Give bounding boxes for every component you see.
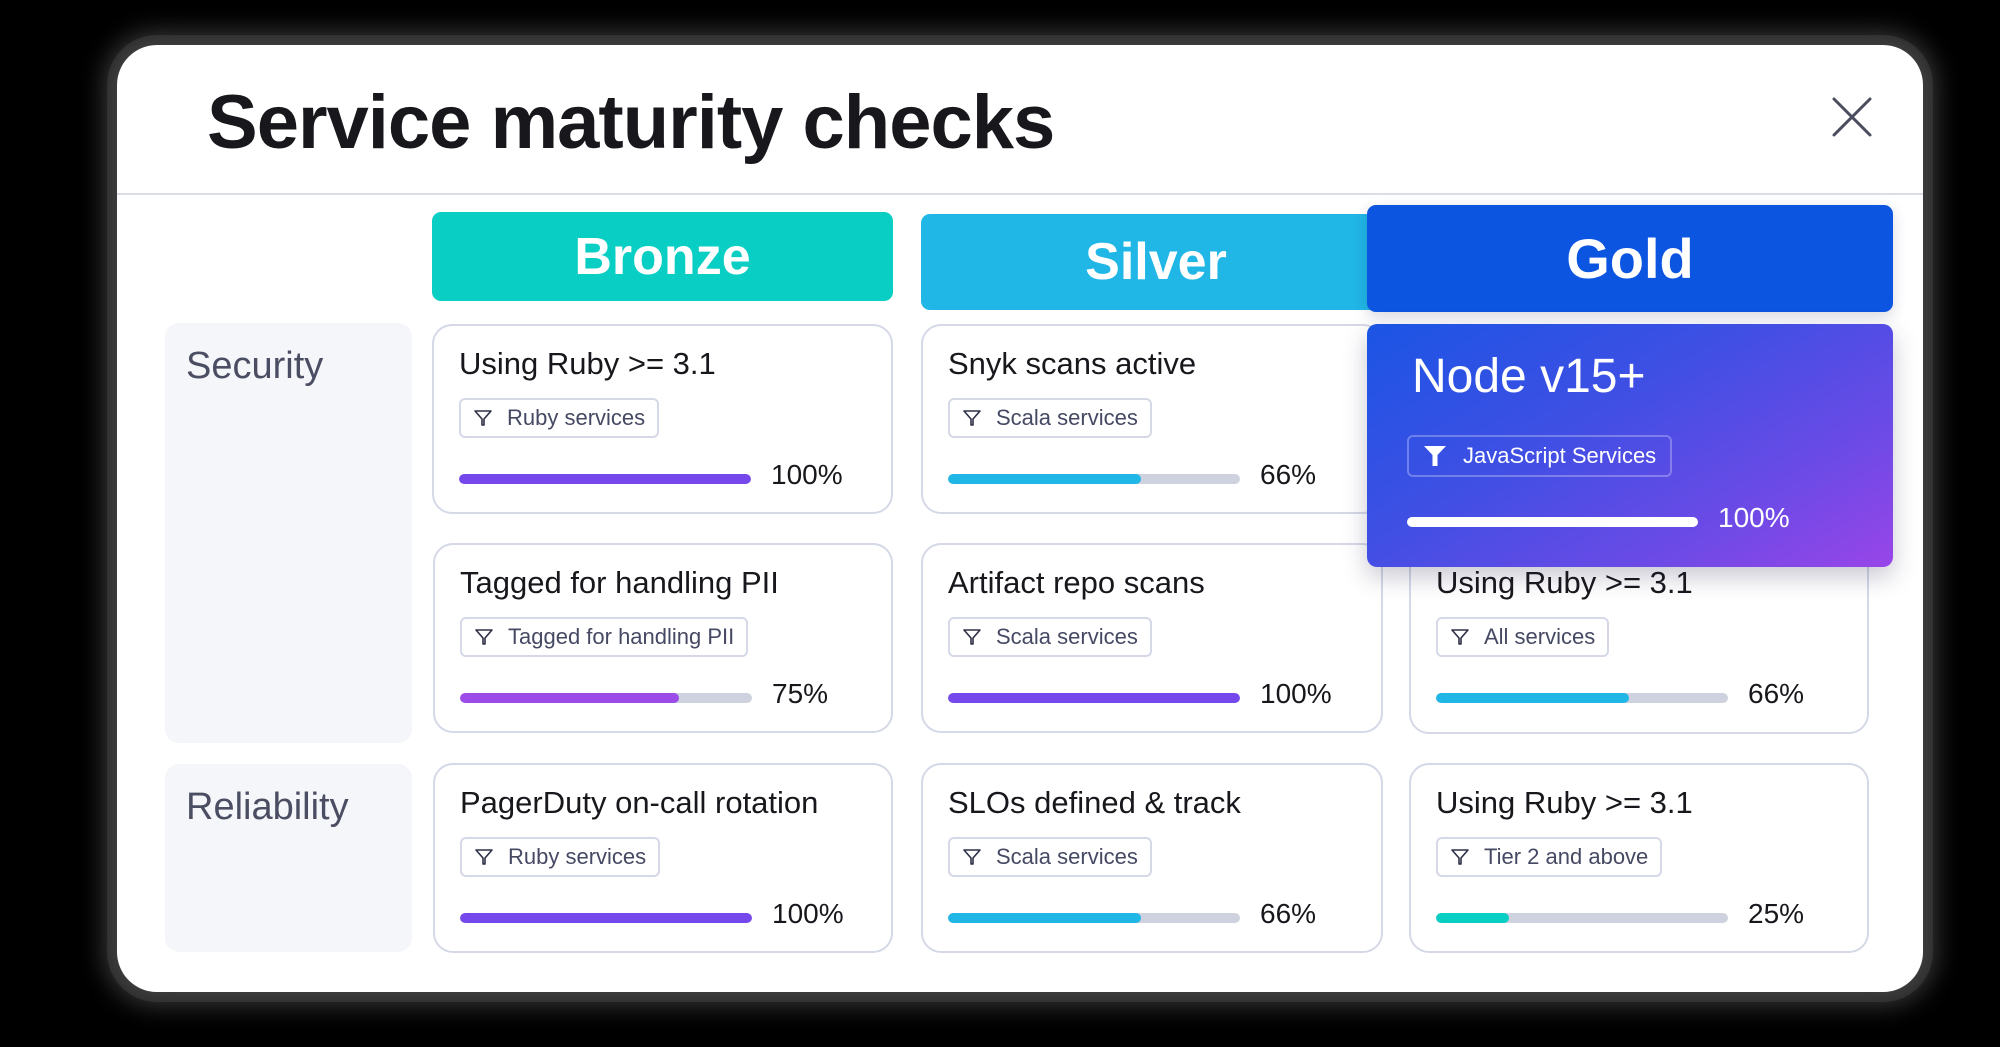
progress-percent: 100%: [772, 898, 844, 929]
filter-funnel-icon: [474, 410, 492, 426]
check-card[interactable]: Using Ruby >= 3.1 Tier 2 and above 25%: [1409, 763, 1869, 953]
filter-label: Scala services: [996, 405, 1138, 430]
filter-chip[interactable]: Tier 2 and above: [1436, 837, 1663, 877]
filter-funnel-icon: [1451, 849, 1469, 865]
tier-label: Silver: [1085, 233, 1227, 291]
filter-chip[interactable]: Ruby services: [460, 837, 661, 877]
check-title: Using Ruby >= 3.1: [1436, 785, 1693, 820]
page-title: Service maturity checks: [207, 80, 1055, 165]
filter-label: Tier 2 and above: [1484, 844, 1649, 869]
check-card[interactable]: Using Ruby >= 3.1 All services 66%: [1409, 543, 1869, 734]
filter-funnel-icon: [1424, 446, 1446, 466]
close-button[interactable]: [1830, 95, 1874, 139]
check-title: PagerDuty on-call rotation: [460, 785, 819, 820]
progress-percent: 75%: [772, 678, 829, 709]
progress-bar: [948, 693, 1240, 703]
tier-label: Bronze: [574, 227, 751, 286]
check-card[interactable]: Artifact repo scans Scala services 100%: [921, 543, 1383, 733]
close-icon: [1832, 97, 1872, 137]
check-card[interactable]: PagerDuty on-call rotation Ruby services…: [433, 763, 893, 953]
check-card[interactable]: Snyk scans active Scala services 66%: [921, 324, 1383, 514]
progress-percent: 100%: [1260, 678, 1332, 709]
progress-fill: [948, 693, 1240, 703]
progress-fill: [460, 693, 679, 703]
filter-funnel-icon: [475, 849, 493, 865]
progress-fill: [1436, 913, 1509, 923]
filter-label: Scala services: [996, 624, 1138, 649]
tier-header-bronze[interactable]: Bronze: [432, 212, 893, 301]
filter-chip[interactable]: Tagged for handling PII: [460, 617, 749, 657]
filter-label: JavaScript Services: [1463, 443, 1657, 468]
filter-chip[interactable]: Ruby services: [459, 398, 660, 438]
filter-chip[interactable]: Scala services: [948, 617, 1152, 657]
progress-fill: [1436, 693, 1629, 703]
check-title: Node v15+: [1412, 350, 1646, 403]
filter-chip[interactable]: All services: [1436, 617, 1610, 657]
tier-header-silver[interactable]: Silver: [921, 214, 1391, 310]
check-card[interactable]: Tagged for handling PII Tagged for handl…: [433, 543, 893, 733]
highlighted-check-card[interactable]: Node v15+ JavaScript Services 100%: [1367, 324, 1893, 567]
filter-funnel-icon: [963, 849, 981, 865]
filter-chip[interactable]: Scala services: [948, 398, 1152, 438]
progress-fill: [459, 474, 751, 484]
category-label: Reliability: [186, 786, 349, 828]
header-divider: [117, 193, 1923, 195]
check-title: SLOs defined & track: [948, 785, 1241, 820]
filter-funnel-icon: [1451, 629, 1469, 645]
progress-bar: [460, 913, 752, 923]
progress-bar: [948, 474, 1240, 484]
category-reliability: Reliability: [165, 764, 412, 952]
progress-percent: 25%: [1748, 898, 1805, 929]
filter-label: Tagged for handling PII: [508, 624, 735, 649]
progress-bar: [948, 913, 1240, 923]
progress-percent: 66%: [1260, 898, 1317, 929]
progress-fill: [948, 474, 1141, 484]
progress-fill: [948, 913, 1141, 923]
category-security: Security: [165, 323, 412, 743]
filter-label: Ruby services: [508, 844, 647, 869]
progress-fill: [460, 913, 752, 923]
tier-header-gold[interactable]: Gold: [1367, 205, 1893, 312]
progress-percent: 100%: [771, 459, 843, 490]
progress-bar: [459, 474, 751, 484]
filter-label: Ruby services: [507, 405, 646, 430]
tier-label: Gold: [1566, 227, 1694, 290]
check-title: Using Ruby >= 3.1: [459, 346, 716, 381]
filter-chip[interactable]: JavaScript Services: [1407, 435, 1673, 477]
filter-funnel-icon: [475, 629, 493, 645]
filter-funnel-icon: [963, 629, 981, 645]
filter-funnel-icon: [963, 410, 981, 426]
progress-percent: 100%: [1718, 502, 1790, 533]
progress-bar: [1436, 693, 1728, 703]
check-title: Tagged for handling PII: [460, 565, 779, 600]
progress-percent: 66%: [1748, 678, 1805, 709]
check-title: Artifact repo scans: [948, 565, 1205, 600]
check-card[interactable]: Using Ruby >= 3.1 Ruby services 100%: [432, 324, 893, 514]
filter-label: All services: [1484, 624, 1596, 649]
check-title: Using Ruby >= 3.1: [1436, 565, 1693, 600]
check-title: Snyk scans active: [948, 346, 1197, 381]
progress-bar: [1407, 517, 1698, 527]
filter-label: Scala services: [996, 844, 1138, 869]
service-maturity-modal: Service maturity checks Bronze Silver Go…: [117, 45, 1923, 992]
progress-bar: [1436, 913, 1728, 923]
progress-bar: [460, 693, 752, 703]
category-label: Security: [186, 345, 324, 387]
filter-chip[interactable]: Scala services: [948, 837, 1152, 877]
progress-percent: 66%: [1260, 459, 1317, 490]
check-card[interactable]: SLOs defined & track Scala services 66%: [921, 763, 1383, 953]
